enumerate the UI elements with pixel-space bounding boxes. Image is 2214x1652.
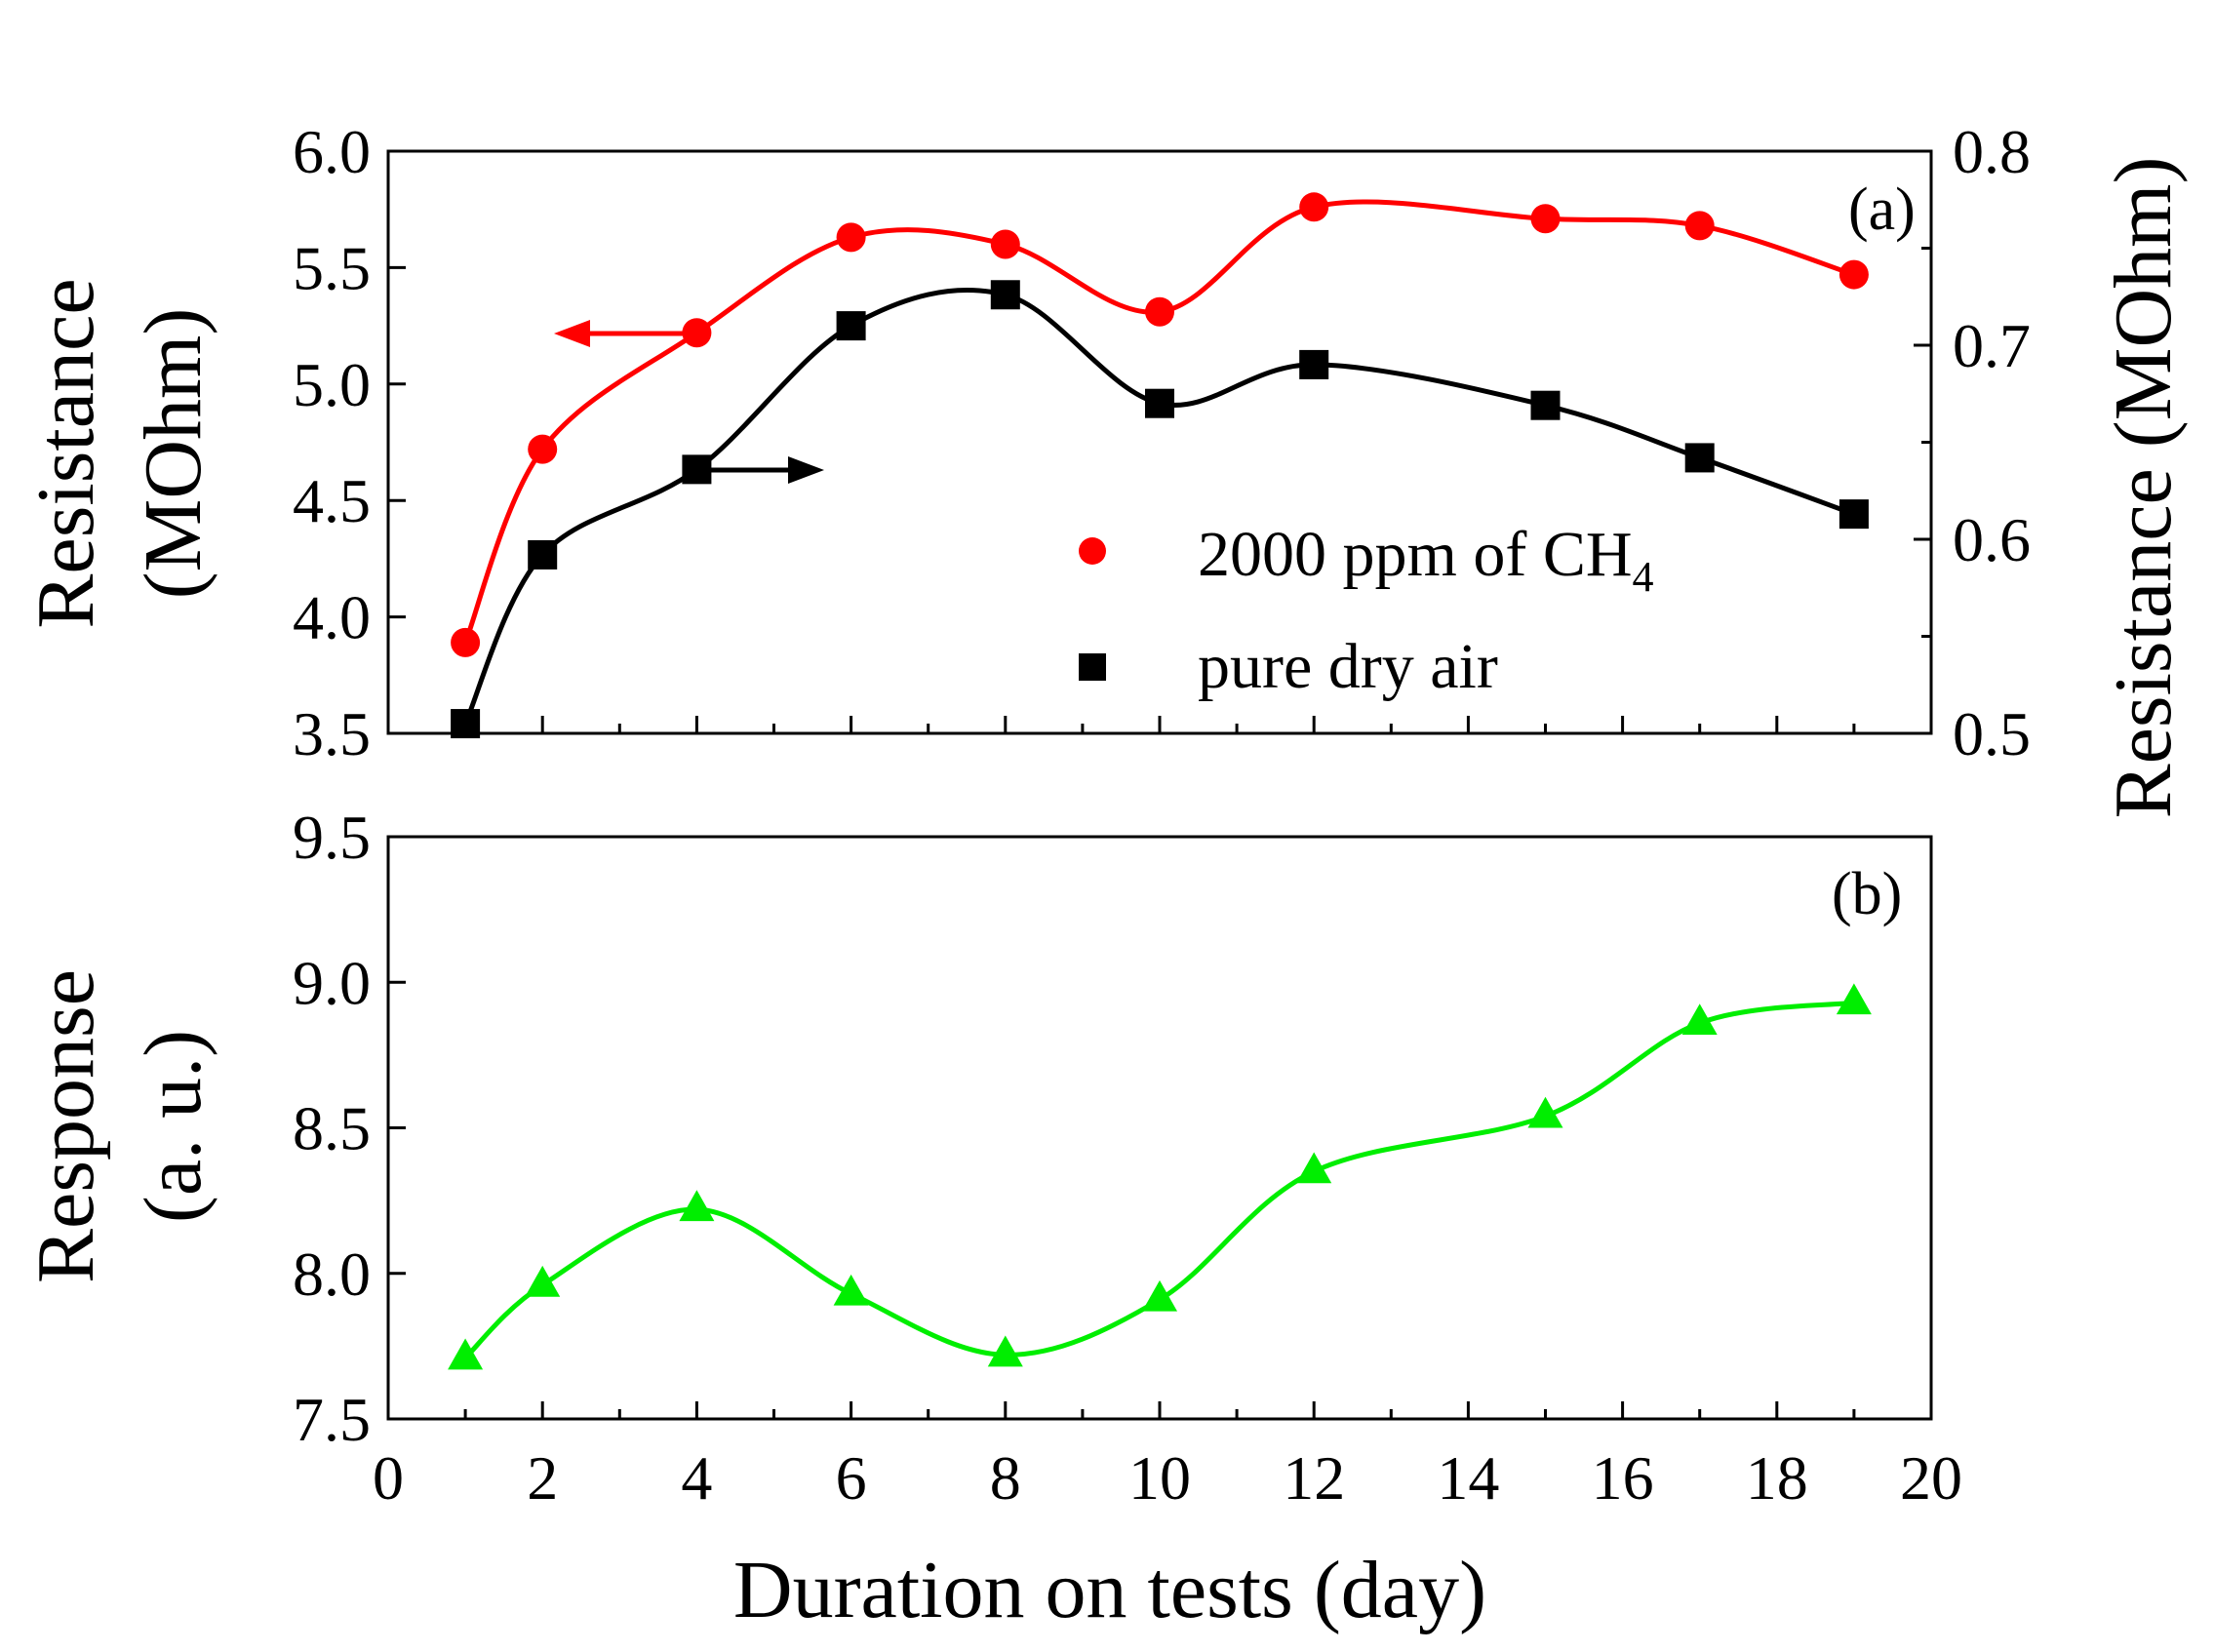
- x-tick-label: 14: [1437, 1443, 1499, 1513]
- legend-label-ch4: 2000 ppm of CH4: [1198, 519, 1654, 601]
- legend-marker-ch4: [1079, 537, 1106, 565]
- panel-b-ylabel-line1: Response: [20, 969, 111, 1283]
- ch4-data-point: [990, 229, 1020, 259]
- air-data-point: [990, 280, 1020, 310]
- panel-a-left-y-tick-label: 3.5: [293, 699, 371, 768]
- panel-a-label: (a): [1848, 177, 1916, 243]
- panel-a-left-y-tick-label: 6.0: [293, 117, 371, 186]
- panel-a-markers: [451, 192, 1869, 739]
- panel-a-right-y-tick-label: 0.8: [1953, 117, 2031, 186]
- left-axis-arrow: [554, 320, 694, 347]
- x-tick-label: 16: [1592, 1443, 1654, 1513]
- response-data-point: [1142, 1279, 1177, 1312]
- panel-a-right-ylabel: Resistance (MOhm): [2098, 157, 2189, 819]
- panel-a: 3.5 4.0 4.5 5.0 5.5 6.0 0.5 0.6 0.7 0.8 Resistan…: [20, 117, 2189, 818]
- panel-a-right-y-tick-label: 0.5: [1953, 699, 2031, 768]
- panel-b-curves: [463, 1000, 1855, 1360]
- panel-b-markers: [448, 983, 1872, 1370]
- x-tick-label: 18: [1746, 1443, 1808, 1513]
- ch4-data-point: [1530, 204, 1561, 234]
- panel-b-y-tick-label: 9.0: [293, 948, 371, 1017]
- air-series-line: [462, 288, 1855, 726]
- panel-a-left-y-tick-label: 4.5: [293, 466, 371, 535]
- air-data-point: [1838, 499, 1869, 530]
- panel-b-ylabel-line2: (a. u.): [128, 1030, 218, 1223]
- legend-marker-air: [1079, 653, 1106, 681]
- ch4-data-point: [1838, 259, 1869, 290]
- x-tick-label: 4: [681, 1443, 712, 1513]
- panel-a-right-y-tick-label: 0.7: [1953, 311, 2031, 380]
- x-tick-label: 8: [990, 1443, 1021, 1513]
- panel-a-left-y-tick-label: 5.5: [293, 233, 371, 302]
- x-tick-labels: 0 2 4 6 8 10 12 14 16 18 20: [373, 1443, 1962, 1513]
- panel-a-right-y-tick-label: 0.6: [1953, 505, 2031, 574]
- panel-a-curves: [462, 199, 1855, 726]
- ch4-data-point: [836, 222, 866, 253]
- legend: 2000 ppm of CH4 pure dry air: [1079, 519, 1654, 702]
- x-tick-label: 0: [373, 1443, 404, 1513]
- panel-a-left-y-tick-label: 5.0: [293, 350, 371, 419]
- ch4-data-point: [1684, 211, 1715, 241]
- x-tick-label: 20: [1900, 1443, 1962, 1513]
- x-tick-label: 2: [527, 1443, 558, 1513]
- response-data-point: [448, 1338, 484, 1370]
- ch4-series-line: [462, 199, 1855, 644]
- panel-a-left-ylabel-line1: Resistance: [20, 278, 111, 628]
- panel-a-left-y-tick-label: 4.0: [293, 583, 371, 652]
- panel-b-ticks: [386, 835, 1933, 1421]
- panel-a-left-ylabel-line2: (MOhm): [128, 308, 218, 600]
- legend-label-air: pure dry air: [1198, 631, 1498, 702]
- panel-b-y-tick-labels: 7.5 8.0 8.5 9.0 9.5: [293, 803, 371, 1454]
- ch4-data-point: [1299, 192, 1329, 222]
- ch4-data-point: [528, 434, 558, 464]
- response-data-point: [1681, 1003, 1718, 1036]
- panel-b-frame: [386, 835, 1933, 1421]
- response-data-point: [1296, 1152, 1332, 1184]
- panel-b: 7.5 8.0 8.5 9.0 9.5 0 2 4 6 8 10 12 14 16 18 20 Respon…: [20, 803, 1962, 1635]
- response-data-point: [679, 1190, 715, 1222]
- panel-b-y-tick-label: 8.0: [293, 1239, 371, 1309]
- panel-b-y-tick-label: 9.5: [293, 803, 371, 872]
- air-data-point: [451, 709, 481, 739]
- response-data-point: [987, 1335, 1023, 1367]
- response-data-point: [1527, 1096, 1563, 1128]
- x-tick-label: 10: [1128, 1443, 1191, 1513]
- response-data-point: [525, 1265, 561, 1297]
- air-data-point: [528, 539, 558, 570]
- air-data-point: [1530, 390, 1561, 420]
- response-series-line: [463, 1000, 1855, 1360]
- ch4-data-point: [451, 627, 481, 657]
- air-data-point: [836, 311, 866, 341]
- x-axis-title: Duration on tests (day): [733, 1545, 1486, 1635]
- panel-b-label: (b): [1832, 861, 1902, 927]
- panel-a-left-tick-labels: 3.5 4.0 4.5 5.0 5.5 6.0: [293, 117, 371, 768]
- panel-b-y-tick-label: 7.5: [293, 1385, 371, 1454]
- panel-a-right-tick-labels: 0.5 0.6 0.7 0.8: [1953, 117, 2031, 768]
- response-data-point: [1836, 983, 1872, 1015]
- panel-a-ticks: [386, 149, 1933, 735]
- air-data-point: [1299, 349, 1329, 379]
- ch4-data-point: [1145, 296, 1174, 327]
- air-data-point: [1684, 443, 1715, 473]
- right-axis-arrow: [694, 456, 824, 484]
- response-data-point: [833, 1274, 869, 1306]
- panel-b-y-tick-label: 8.5: [293, 1094, 371, 1163]
- x-tick-label: 6: [836, 1443, 867, 1513]
- x-tick-label: 12: [1283, 1443, 1345, 1513]
- ch4-data-point: [682, 318, 712, 348]
- air-data-point: [1145, 388, 1174, 418]
